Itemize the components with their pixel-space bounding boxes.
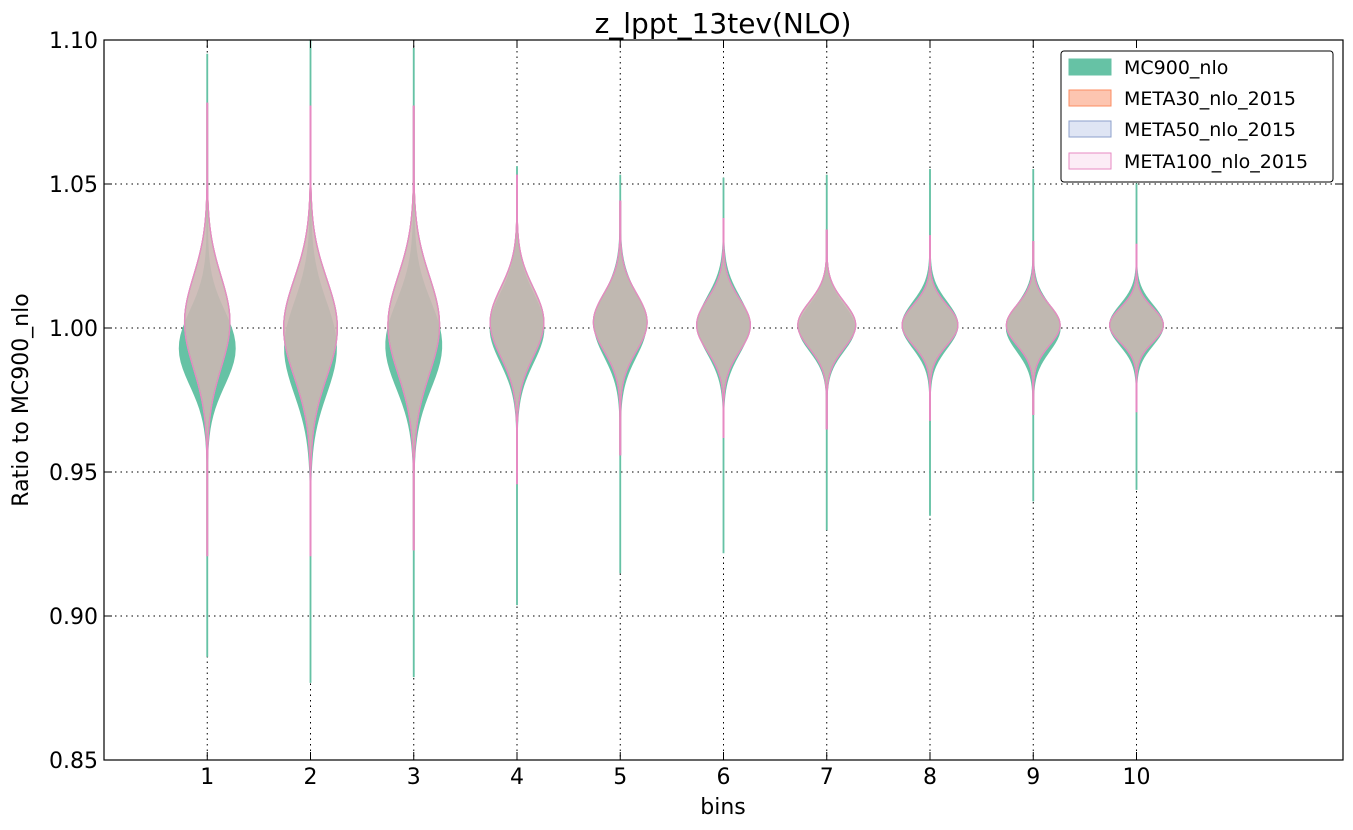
legend-swatch-meta100 [1068, 152, 1112, 170]
violin-overlap [797, 229, 857, 430]
y-tick-label: 0.95 [49, 461, 98, 486]
x-tick-labels: 1 2 3 4 5 6 7 8 9 10 [200, 765, 1150, 790]
legend: MC900_nlo META30_nlo_2015 META50_nlo_201… [1060, 50, 1334, 183]
y-tick-label: 1.05 [49, 173, 98, 198]
y-tick-label: 0.85 [49, 749, 98, 774]
overlap-tint [184, 102, 1164, 557]
x-tick-label: 8 [923, 765, 937, 790]
y-tick-labels: 0.85 0.90 0.95 1.00 1.05 1.10 [49, 29, 98, 774]
legend-swatch-mc900 [1068, 58, 1112, 76]
violin-overlap [696, 218, 751, 438]
x-axis-label: bins [700, 795, 745, 820]
x-tick-label: 3 [407, 765, 421, 790]
violin-overlap [1005, 241, 1061, 415]
axis-ticks [104, 39, 1343, 761]
legend-label-meta30: META30_nlo_2015 [1124, 88, 1296, 110]
x-tick-label: 9 [1026, 765, 1040, 790]
y-tick-label: 1.10 [49, 29, 98, 54]
legend-label-mc900: MC900_nlo [1124, 57, 1228, 79]
x-tick-label: 4 [510, 765, 524, 790]
legend-label-meta50: META50_nlo_2015 [1124, 119, 1296, 141]
violin-overlap [901, 235, 959, 421]
violin-group [178, 39, 1164, 683]
x-tick-label: 2 [304, 765, 318, 790]
x-tick-label: 1 [200, 765, 214, 790]
y-axis-label: Ratio to MC900_nlo [9, 293, 34, 506]
x-tick-label: 7 [820, 765, 834, 790]
chart-title: z_lppt_13tev(NLO) [595, 7, 852, 40]
x-tick-label: 5 [613, 765, 627, 790]
y-tick-label: 1.00 [49, 317, 98, 342]
legend-swatch-meta30 [1068, 89, 1112, 107]
legend-swatch-meta50 [1068, 120, 1112, 138]
legend-label-meta100: META100_nlo_2015 [1124, 151, 1308, 173]
violin-overlap [489, 174, 545, 485]
violin-overlap [184, 102, 231, 557]
legend-box [1060, 50, 1334, 183]
violin-overlap [1109, 243, 1164, 413]
x-tick-label: 6 [717, 765, 731, 790]
violin-overlap [283, 105, 338, 557]
y-tick-label: 0.90 [49, 605, 98, 630]
violin-overlap [387, 105, 441, 551]
x-tick-label: 10 [1123, 765, 1151, 790]
violin-overlap [592, 200, 648, 456]
